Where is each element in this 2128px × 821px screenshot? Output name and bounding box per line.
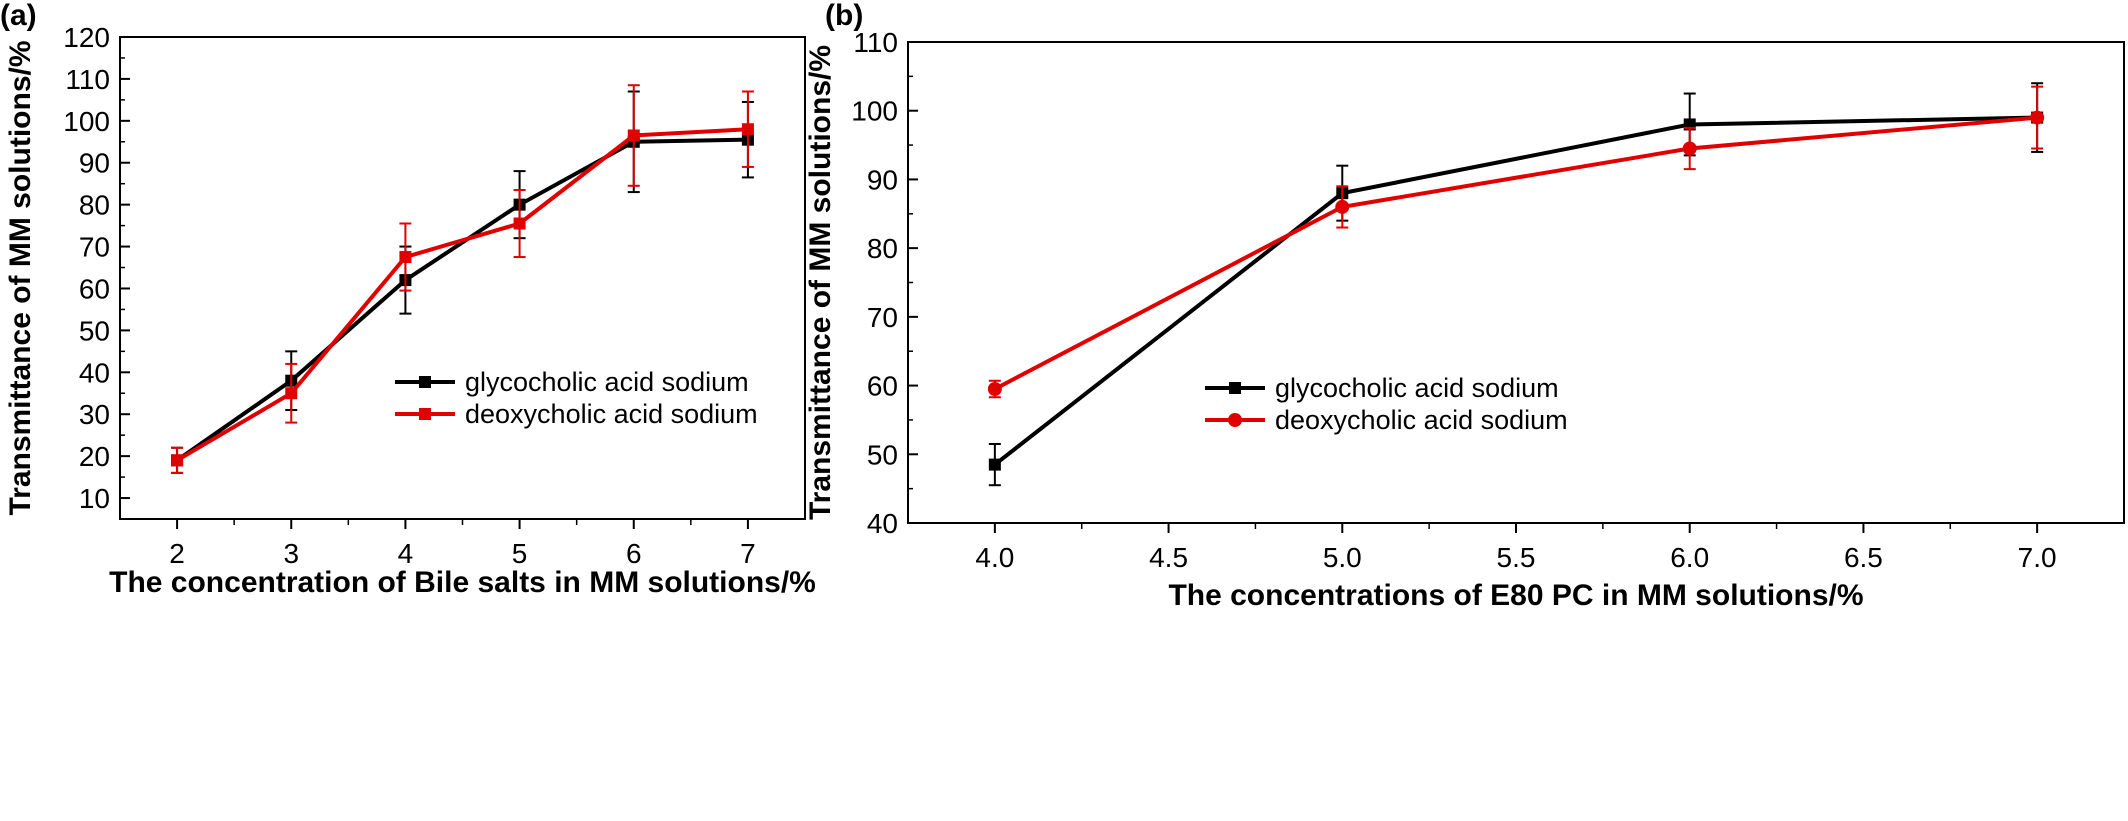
x-axis-title: The concentration of Bile salts in MM so… bbox=[109, 566, 816, 599]
y-axis-title: Transmittance of MM solutions/% bbox=[4, 40, 37, 515]
x-tick-label: 4.0 bbox=[975, 542, 1014, 573]
data-point bbox=[1682, 141, 1697, 156]
y-tick-label: 80 bbox=[79, 190, 110, 221]
data-point bbox=[513, 217, 526, 230]
series-line bbox=[993, 115, 2038, 467]
chart-panel-a: (a) 10 20 30 40 50 60 70 80 90 100 110 120 2 3 4 5 6 7The … bbox=[0, 0, 816, 599]
y-tick-label: 50 bbox=[79, 315, 110, 346]
panel-label: (a) bbox=[0, 0, 37, 32]
series-deoxycholic bbox=[171, 84, 754, 474]
y-tick-label: 70 bbox=[867, 302, 898, 333]
legend-marker bbox=[419, 376, 431, 388]
y-tick-label: 50 bbox=[867, 439, 898, 470]
data-point bbox=[2030, 110, 2045, 125]
x-tick-label: 5 bbox=[512, 538, 528, 569]
x-tick-label: 4.5 bbox=[1149, 542, 1188, 573]
plot-frame bbox=[907, 41, 2125, 524]
plot-frame bbox=[119, 36, 806, 520]
legend-label: deoxycholic acid sodium bbox=[1275, 405, 1568, 435]
y-tick-label: 110 bbox=[65, 64, 110, 95]
y-tick-label: 60 bbox=[867, 371, 898, 402]
series-line bbox=[993, 115, 2038, 391]
x-tick-label: 4 bbox=[398, 538, 414, 569]
legend-label: glycocholic acid sodium bbox=[1275, 373, 1559, 403]
x-tick-label: 5.0 bbox=[1323, 542, 1362, 573]
x-axis-title: The concentrations of E80 PC in MM solut… bbox=[1168, 579, 1863, 612]
y-tick-label: 40 bbox=[867, 508, 898, 539]
y-tick-label: 10 bbox=[79, 483, 110, 514]
x-tick-label: 2 bbox=[169, 538, 185, 569]
x-tick-label: 5.5 bbox=[1497, 542, 1536, 573]
legend-marker bbox=[1228, 413, 1242, 427]
legend-label: deoxycholic acid sodium bbox=[465, 399, 758, 429]
y-tick-label: 90 bbox=[867, 164, 898, 195]
data-point bbox=[988, 458, 1001, 471]
y-tick-label: 80 bbox=[867, 233, 898, 264]
data-point bbox=[399, 251, 412, 264]
y-axis-title: Transmittance of MM solutions/% bbox=[804, 45, 837, 520]
y-tick-label: 120 bbox=[63, 22, 110, 53]
x-tick-label: 3 bbox=[283, 538, 299, 569]
series-line bbox=[175, 137, 748, 462]
chart-panel-b: (b) 40 50 60 70 80 90 100 110 4.0 4.5 5.0 5.5 6.0 6.5 7… bbox=[804, 0, 2125, 612]
y-tick-label: 60 bbox=[79, 273, 110, 304]
legend-marker bbox=[1229, 382, 1241, 394]
data-point bbox=[627, 129, 640, 142]
y-tick-label: 100 bbox=[851, 96, 898, 127]
legend-label: glycocholic acid sodium bbox=[465, 367, 749, 397]
x-tick-label: 6.0 bbox=[1670, 542, 1709, 573]
data-point bbox=[741, 123, 754, 136]
series-deoxycholic bbox=[987, 85, 2045, 399]
y-tick-label: 100 bbox=[63, 106, 110, 137]
data-point bbox=[1335, 199, 1350, 214]
y-tick-label: 90 bbox=[79, 148, 110, 179]
y-tick-label: 40 bbox=[79, 357, 110, 388]
y-tick-label: 110 bbox=[853, 27, 898, 58]
data-point bbox=[987, 382, 1002, 397]
panel-label: (b) bbox=[825, 0, 863, 32]
data-point bbox=[171, 454, 184, 467]
x-tick-label: 6.5 bbox=[1844, 542, 1883, 573]
series-line bbox=[176, 127, 749, 463]
x-tick-label: 7.0 bbox=[2018, 542, 2057, 573]
y-tick-label: 20 bbox=[79, 441, 110, 472]
x-tick-label: 7 bbox=[740, 538, 756, 569]
data-point bbox=[285, 387, 298, 400]
y-tick-label: 30 bbox=[79, 399, 110, 430]
x-tick-label: 6 bbox=[626, 538, 642, 569]
legend-marker bbox=[419, 408, 431, 420]
y-tick-label: 70 bbox=[79, 232, 110, 263]
